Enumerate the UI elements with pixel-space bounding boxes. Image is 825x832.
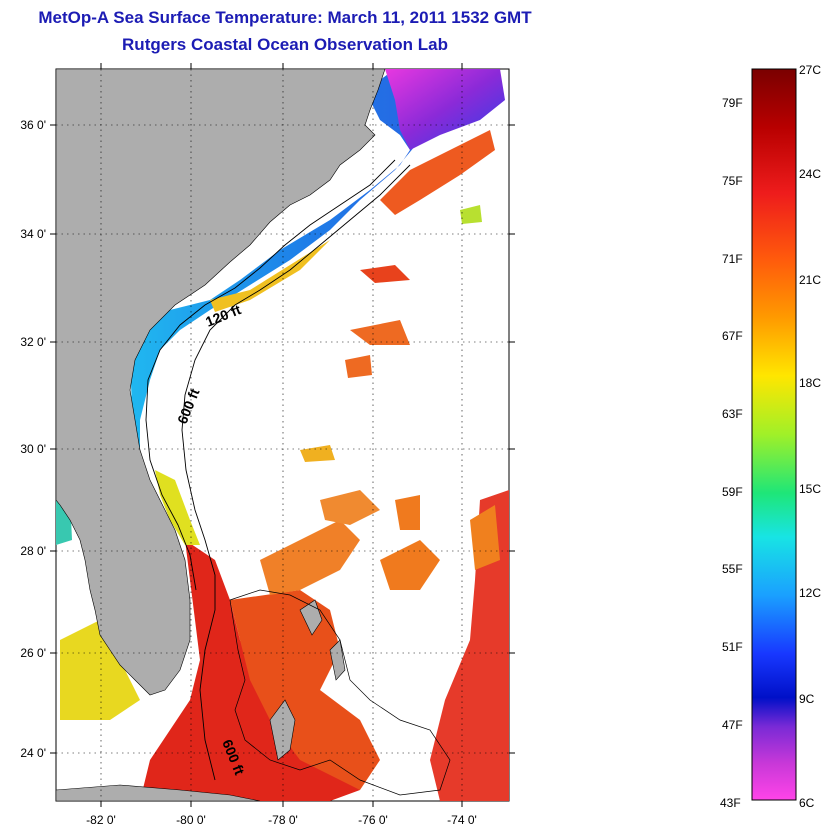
sst-orange-patch-3 <box>380 540 440 590</box>
colorbar-f-label: 63F <box>722 407 743 421</box>
isobath-120ft <box>145 159 396 591</box>
colorbar-f-label: 59F <box>722 485 743 499</box>
sst-orange-mid-2 <box>360 265 410 283</box>
colorbar-celsius-labels: 27C 24C 21C 18C 15C 12C 9C 6C <box>799 63 821 810</box>
colorbar-f-label: 79F <box>722 96 743 110</box>
colorbar-f-label: 51F <box>722 640 743 654</box>
colorbar-c-label: 15C <box>799 482 821 496</box>
graticule <box>56 69 509 801</box>
sst-orange-north <box>380 130 495 215</box>
isobath-600ft <box>181 164 411 781</box>
colorbar-c-label: 12C <box>799 586 821 600</box>
lon-label: -78 0' <box>268 813 298 827</box>
lat-label: 30 0' <box>20 442 46 456</box>
colorbar-c-label: 18C <box>799 376 821 390</box>
lon-label: -76 0' <box>358 813 388 827</box>
sst-yellow-coastal <box>155 470 200 545</box>
colorbar-c-label: 21C <box>799 273 821 287</box>
lat-label: 32 0' <box>20 335 46 349</box>
lat-label: 26 0' <box>20 646 46 660</box>
frame-ticks <box>50 63 515 807</box>
lat-label: 36 0' <box>20 118 46 132</box>
sst-orange-mid-3 <box>345 355 372 378</box>
sst-yellow-gs-edge <box>210 240 330 312</box>
sst-lime-patch <box>460 205 482 224</box>
map-content <box>56 69 509 801</box>
sst-warm-bahamas <box>230 590 380 790</box>
land-cuba <box>56 784 261 801</box>
land-andros <box>269 699 296 761</box>
latitude-labels: 36 0' 34 0' 32 0' 30 0' 28 0' 26 0' 24 0… <box>20 118 46 760</box>
colorbar <box>751 68 797 801</box>
colorbar-c-label: 6C <box>799 796 815 810</box>
lat-label: 28 0' <box>20 544 46 558</box>
land-southeast-us <box>56 69 386 696</box>
lat-label: 34 0' <box>20 227 46 241</box>
colorbar-f-label: 67F <box>722 329 743 343</box>
sst-cold-nearshore <box>130 69 480 480</box>
lon-label: -80 0' <box>176 813 206 827</box>
sst-orange-patch-1 <box>260 520 360 595</box>
isobath-bahamas <box>229 589 451 796</box>
colorbar-f-label: 75F <box>722 174 743 188</box>
colorbar-f-label: 43F <box>720 796 741 810</box>
lat-label: 24 0' <box>20 746 46 760</box>
sst-gulf-yellow <box>60 620 140 720</box>
colorbar-c-label: 27C <box>799 63 821 77</box>
sst-orange-patch-2 <box>320 490 380 525</box>
sst-warm-east-patch <box>430 490 509 801</box>
lon-label: -74 0' <box>447 813 477 827</box>
land-eleuthera <box>329 639 346 681</box>
map-title: MetOp-A Sea Surface Temperature: March 1… <box>38 8 532 27</box>
colorbar-f-label: 55F <box>722 562 743 576</box>
sst-orange-patch-4 <box>395 495 420 530</box>
sst-orange-mid-1 <box>350 320 410 345</box>
colorbar-fahrenheit-labels: 79F 75F 71F 67F 63F 59F 55F 51F 47F 43F <box>720 96 743 810</box>
colorbar-c-label: 9C <box>799 692 815 706</box>
sst-orange-patch-5 <box>470 505 500 570</box>
colorbar-f-label: 71F <box>722 252 743 266</box>
colorbar-f-label: 47F <box>722 718 743 732</box>
map-subtitle: Rutgers Coastal Ocean Observation Lab <box>122 35 448 54</box>
sst-north-purple <box>385 69 505 150</box>
lon-label: -82 0' <box>86 813 116 827</box>
longitude-labels: -82 0' -80 0' -78 0' -76 0' -74 0' <box>86 813 477 827</box>
land-abaco <box>299 599 323 636</box>
colorbar-c-label: 24C <box>799 167 821 181</box>
